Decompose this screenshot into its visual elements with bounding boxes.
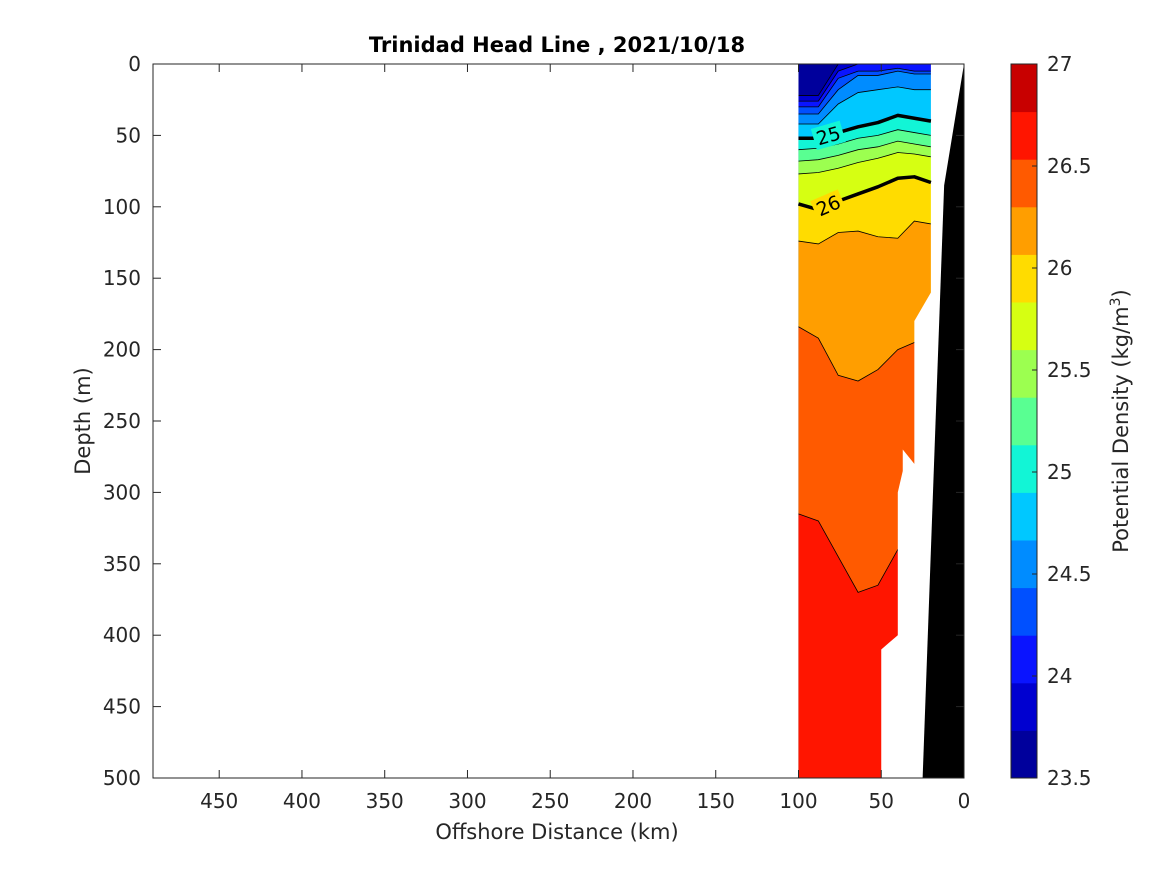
colorbar-segment xyxy=(1011,635,1037,684)
y-axis-label: Depth (m) xyxy=(71,367,95,474)
colorbar-label-superscript: 3 xyxy=(1108,297,1124,306)
contour-line xyxy=(798,152,931,175)
y-tick-label: 50 xyxy=(116,123,141,147)
colorbar-frame xyxy=(1010,63,1038,779)
x-axis: 450 400 350 300 250 200 150 100 50 0 xyxy=(200,64,970,813)
colorbar-tick-label: 25.5 xyxy=(1047,358,1092,382)
y-tick-label: 100 xyxy=(103,195,141,219)
colorbar-tick-label: 24 xyxy=(1047,664,1072,688)
x-tick-label: 250 xyxy=(531,789,569,813)
contour-line xyxy=(798,140,931,162)
y-tick-label: 200 xyxy=(103,338,141,362)
contour-line xyxy=(798,64,931,102)
colorbar-segment xyxy=(1011,492,1037,541)
colorbar-tick-label: 24.5 xyxy=(1047,562,1092,586)
colorbar-segment xyxy=(1011,397,1037,446)
colorbar-segment xyxy=(1011,206,1037,255)
colorbar-segment xyxy=(1011,730,1037,779)
contour-label-bg xyxy=(810,120,846,151)
colorbar-segment xyxy=(1011,587,1037,636)
colorbar-tick-label: 27 xyxy=(1047,52,1072,76)
seafloor-bathymetry xyxy=(922,64,964,778)
colorbar-segment xyxy=(1011,444,1037,493)
seafloor xyxy=(922,64,964,778)
y-tick-label: 250 xyxy=(103,409,141,433)
colorbar-segment xyxy=(1011,254,1037,303)
x-tick-label: 150 xyxy=(697,789,735,813)
colorbar-segment xyxy=(1011,682,1037,731)
x-tick-label: 200 xyxy=(614,789,652,813)
x-tick-label: 350 xyxy=(366,789,404,813)
colorbar-segment xyxy=(1011,64,1037,113)
y-tick-label: 150 xyxy=(103,266,141,290)
contour-line xyxy=(798,64,931,96)
contour-line xyxy=(798,220,931,245)
colorbar-segment xyxy=(1011,111,1037,160)
x-tick-label: 300 xyxy=(448,789,486,813)
chart-title: Trinidad Head Line , 2021/10/18 xyxy=(369,33,745,57)
y-axis: 0 50 100 150 200 250 300 350 400 450 500 xyxy=(103,52,964,790)
y-tick-label: 450 xyxy=(103,695,141,719)
colorbar: 23.5 24 24.5 25 25.5 26 26.5 27 xyxy=(1010,52,1092,790)
colorbar-tick-label: 23.5 xyxy=(1047,766,1092,790)
x-tick-label: 0 xyxy=(958,789,971,813)
y-tick-label: 400 xyxy=(103,623,141,647)
colorbar-segment xyxy=(1011,349,1037,398)
colorbar-tick-label: 26.5 xyxy=(1047,154,1092,178)
colorbar-segment xyxy=(1011,159,1037,208)
x-tick-label: 50 xyxy=(869,789,894,813)
x-tick-label: 100 xyxy=(779,789,817,813)
colorbar-segment xyxy=(1011,302,1037,351)
y-tick-label: 500 xyxy=(103,766,141,790)
colorbar-segment xyxy=(1011,540,1037,589)
y-tick-label: 0 xyxy=(128,52,141,76)
colorbar-label: Potential Density (kg/m3) xyxy=(1108,289,1133,553)
contour-line xyxy=(798,67,931,108)
colorbar-tick-label: 26 xyxy=(1047,256,1072,280)
y-tick-label: 300 xyxy=(103,480,141,504)
x-axis-label: Offshore Distance (km) xyxy=(435,820,678,844)
colorbar-tick-label: 25 xyxy=(1047,460,1072,484)
x-tick-label: 400 xyxy=(283,789,321,813)
contour-line xyxy=(798,70,931,115)
x-tick-label: 450 xyxy=(200,789,238,813)
contour-label-bg xyxy=(810,189,847,222)
y-tick-label: 350 xyxy=(103,552,141,576)
contour-line xyxy=(798,326,932,382)
contour-line xyxy=(798,86,931,125)
